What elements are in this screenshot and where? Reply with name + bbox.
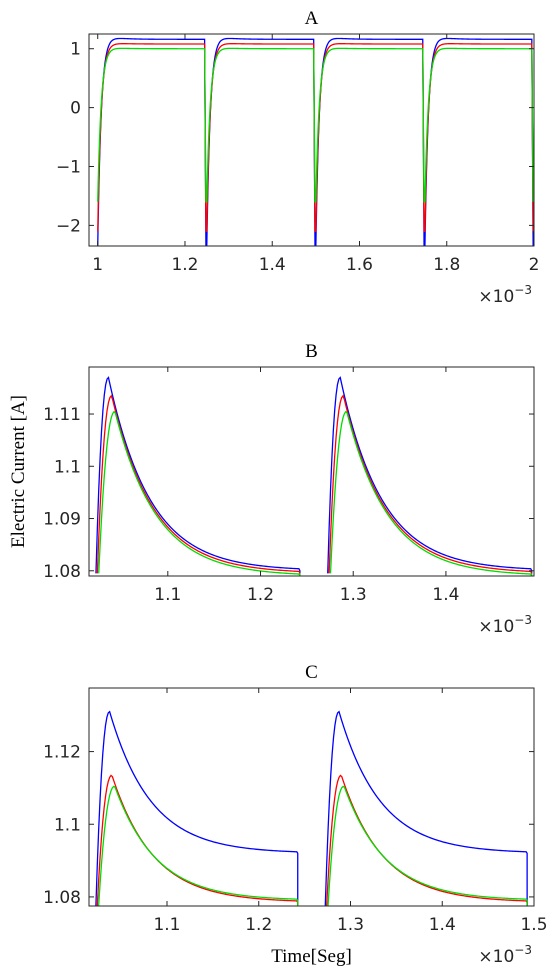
x-tick-label: 1.4: [259, 255, 286, 275]
y-tick-label: 1.08: [43, 888, 81, 908]
x-axis-label: Time[Seg]: [271, 946, 352, 967]
series-line-3: [97, 785, 528, 906]
series-line-3: [97, 47, 534, 203]
y-tick-label: 1.1: [54, 457, 81, 477]
x-tick-label: 2: [529, 255, 540, 275]
subplot-title: A: [305, 8, 319, 29]
x-tick-label: 1.8: [433, 255, 460, 275]
x-tick-label: 1.2: [247, 585, 274, 605]
y-tick-label: 0: [70, 99, 81, 119]
subplot-title: C: [305, 662, 318, 683]
y-tick-label: 1.12: [43, 743, 81, 763]
y-tick-label: 1.1: [54, 815, 81, 835]
y-tick-label: 1.08: [43, 562, 81, 582]
x-exponent-label: ×10−3: [478, 943, 532, 967]
subplot-a: 1 1.2 1.4 1.6 1.8 2 −2 −1 0 1 A ×10−3: [56, 8, 539, 307]
y-tick-label: −2: [56, 216, 81, 236]
x-tick-label: 1.2: [171, 255, 198, 275]
axes-box: [88, 687, 535, 907]
x-tick-label: 1.1: [154, 585, 181, 605]
x-tick-label: 1.3: [337, 915, 364, 935]
series-line-2: [97, 43, 534, 232]
x-exponent-label: ×10−3: [478, 283, 532, 307]
series-line-1: [97, 37, 534, 246]
series-line-3: [98, 410, 533, 576]
x-exponent-label: ×10−3: [478, 613, 532, 637]
series-line-2: [96, 394, 533, 574]
series-line-2: [96, 774, 528, 906]
y-tick-label: 1: [70, 40, 81, 60]
x-tick-label: 1.5: [520, 915, 547, 935]
x-tick-label: 1.3: [340, 585, 367, 605]
series-group: [97, 37, 534, 246]
subplot-b: 1.1 1.2 1.3 1.4 1.08 1.09 1.1 1.11 B ×10−3 Electri…: [8, 341, 535, 637]
y-tick-label: 1.11: [43, 405, 81, 425]
x-tick-label: 1.2: [245, 915, 272, 935]
series-group: [95, 710, 528, 906]
y-tick-label: −1: [56, 158, 81, 178]
axes-box: [88, 33, 535, 247]
axes-box: [88, 366, 535, 577]
x-tick-label: 1.4: [432, 585, 459, 605]
series-line-1: [95, 710, 528, 906]
series-line-1: [95, 376, 533, 574]
x-tick-label: 1.6: [346, 255, 373, 275]
x-tick-label: 1.1: [153, 915, 180, 935]
x-tick-label: 1: [92, 255, 103, 275]
x-tick-label: 1.4: [429, 915, 456, 935]
series-group: [95, 376, 533, 576]
y-axis-label: Electric Current [A]: [8, 395, 29, 548]
y-tick-label: 1.09: [43, 510, 81, 530]
subplot-title: B: [305, 341, 318, 362]
subplot-c: 1.1 1.2 1.3 1.4 1.5 1.08 1.1 1.12 C ×10−3 Time[Seg…: [43, 662, 547, 967]
